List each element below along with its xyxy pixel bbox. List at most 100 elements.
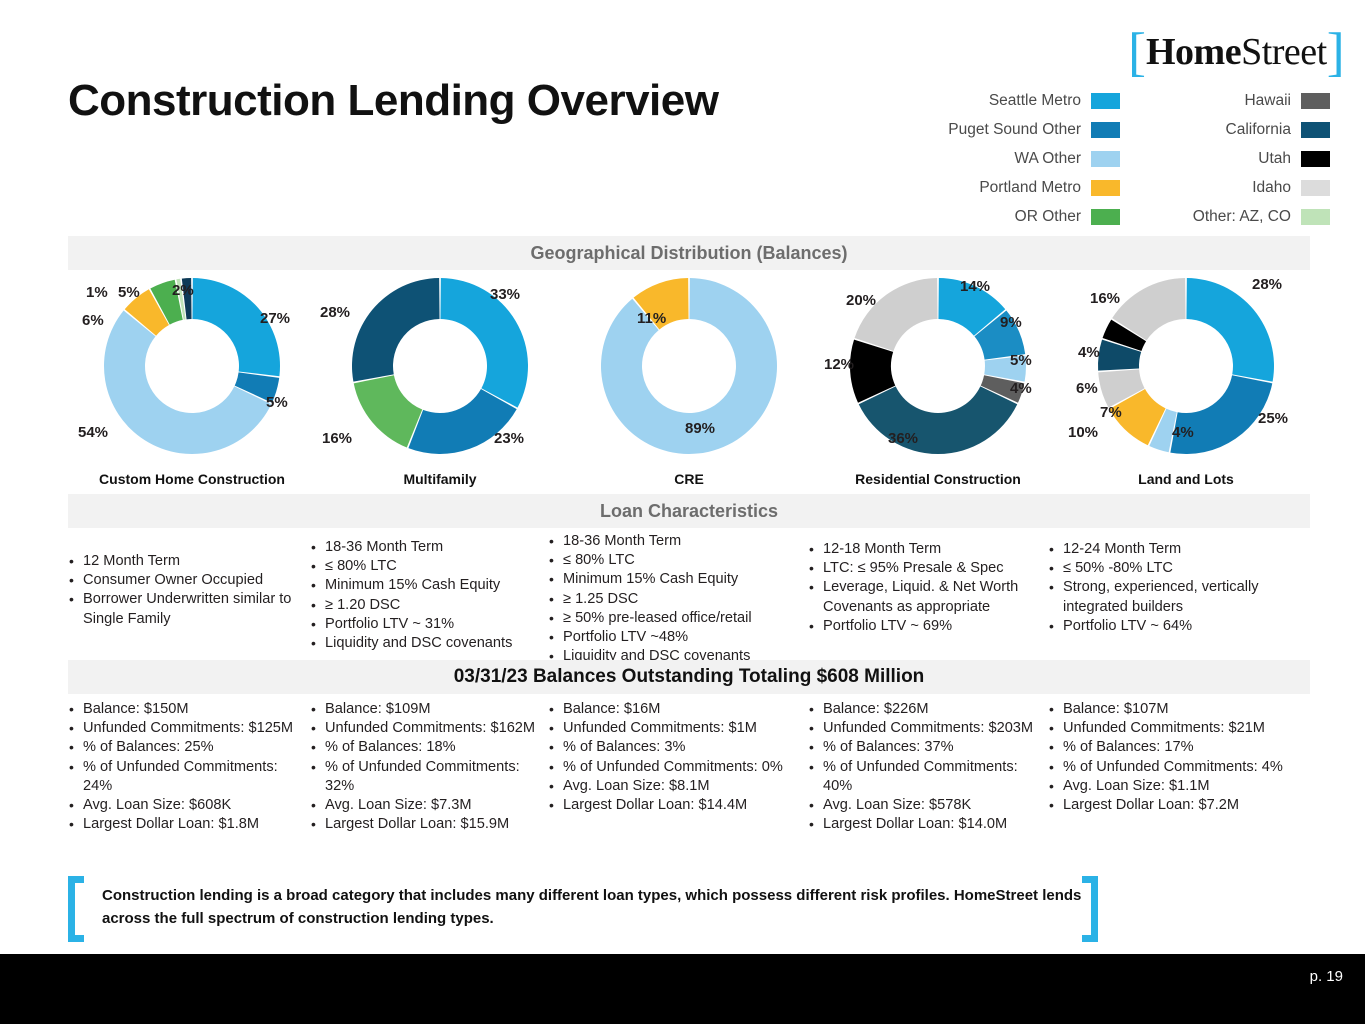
list-item: Leverage, Liquid. & Net Worth Covenants … — [808, 578, 1043, 616]
donut-slice — [1170, 375, 1273, 454]
donut-slice — [854, 278, 938, 352]
legend-column-left: Seattle Metro Puget Sound Other WA Other Po… — [930, 86, 1120, 231]
list-item: Balance: $107M — [1048, 700, 1298, 719]
donut-charts-row: 27% 5% 54% 6% 5% 1% 2% Custom Home Construction… — [68, 272, 1310, 487]
donut-slice — [601, 278, 777, 454]
list-item: % of Balances: 25% — [68, 738, 303, 757]
donut-chart-land-and-lots: 28% 25% 4% 10% 7% 6% 4% 16% Land and Lots — [1062, 272, 1310, 487]
balances-columns: Balance: $150MUnfunded Commitments: $125… — [68, 700, 1310, 860]
page-title: Construction Lending Overview — [68, 76, 719, 125]
donut-slice — [353, 375, 423, 448]
legend-label: Utah — [1258, 149, 1291, 167]
donut-slice — [1112, 278, 1186, 341]
legend-label: Hawaii — [1244, 91, 1291, 109]
list-item: ≥ 1.20 DSC — [310, 596, 545, 615]
donut-slice-label: 54% — [78, 424, 109, 441]
list-item: 12-24 Month Term — [1048, 540, 1298, 559]
logo-bracket-right: ] — [1326, 22, 1345, 82]
donut-slice — [984, 355, 1026, 382]
callout-text: Construction lending is a broad category… — [102, 887, 1082, 927]
donut-slice-label: 33% — [490, 286, 521, 303]
list-item: % of Balances: 17% — [1048, 738, 1298, 757]
donut-chart-cre: 89% 11% CRE — [565, 272, 813, 487]
donut-slice — [850, 339, 896, 403]
legend-item-utah: Utah — [1135, 144, 1330, 173]
callout-box: Construction lending is a broad category… — [68, 876, 1098, 942]
list-item: 12 Month Term — [68, 552, 303, 571]
list-item: ≥ 1.25 DSC — [548, 590, 808, 609]
balance-detail-list: Balance: $16MUnfunded Commitments: $1M% … — [548, 700, 808, 815]
callout-bracket-left — [68, 876, 84, 942]
donut-slice-label: 9% — [1000, 314, 1022, 331]
legend-swatch — [1091, 150, 1120, 167]
donut-slice — [1109, 389, 1166, 446]
legend-item-or-other: OR Other — [930, 202, 1120, 231]
donut-slice — [1149, 408, 1177, 453]
legend-label: California — [1225, 120, 1291, 138]
legend-swatch — [1091, 208, 1120, 225]
donut-slice — [858, 386, 1018, 454]
legend-label: Seattle Metro — [988, 91, 1081, 109]
donut-slice — [104, 310, 272, 454]
donut-slice — [124, 289, 169, 336]
donut-slice-label: 1% — [86, 284, 108, 301]
donut-chart-custom-home-construction: 27% 5% 54% 6% 5% 1% 2% Custom Home Construction — [68, 272, 316, 487]
donut-slice — [181, 278, 192, 320]
loan-characteristic-list: 18-36 Month Term≤ 80% LTCMinimum 15% Cas… — [548, 532, 808, 667]
list-item: % of Unfunded Commitments: 40% — [808, 758, 1043, 796]
list-item: Largest Dollar Loan: $14.4M — [548, 796, 808, 815]
section-title-geographical: Geographical Distribution (Balances) — [530, 242, 848, 263]
donut-graphic — [1096, 276, 1276, 461]
chart-caption: Custom Home Construction — [99, 471, 285, 487]
list-item: Unfunded Commitments: $203M — [808, 719, 1043, 738]
donut-slice — [974, 310, 1026, 360]
list-item: Borrower Underwritten similar to Single … — [68, 590, 303, 628]
chart-caption: CRE — [674, 471, 704, 487]
list-item: Unfunded Commitments: $21M — [1048, 719, 1298, 738]
list-item: Unfunded Commitments: $125M — [68, 719, 303, 738]
donut-slice-label: 7% — [1100, 404, 1122, 421]
list-item: Avg. Loan Size: $608K — [68, 796, 303, 815]
donut-graphic — [599, 276, 779, 461]
logo-home-text: Home — [1145, 31, 1242, 73]
donut-slice — [176, 278, 186, 320]
list-item: Portfolio LTV ~48% — [548, 628, 808, 647]
list-item: % of Unfunded Commitments: 24% — [68, 758, 303, 796]
legend-label: OR Other — [1014, 207, 1081, 225]
donut-slice — [1102, 319, 1147, 352]
list-item: Portfolio LTV ~ 64% — [1048, 617, 1298, 636]
donut-slice — [192, 278, 280, 377]
loan-characteristic-list: 12-24 Month Term≤ 50% -80% LTC Strong, e… — [1048, 540, 1298, 636]
list-item: ≤ 80% LTC — [548, 551, 808, 570]
list-item: ≤ 80% LTC — [310, 557, 545, 576]
balance-detail-list: Balance: $109MUnfunded Commitments: $162… — [310, 700, 545, 835]
legend-swatch — [1301, 208, 1330, 225]
loan-characteristic-column-3: 18-36 Month Term≤ 80% LTCMinimum 15% Cas… — [548, 532, 808, 667]
donut-slice — [408, 389, 517, 454]
balance-detail-column-3: Balance: $16MUnfunded Commitments: $1M% … — [548, 700, 808, 815]
list-item: % of Unfunded Commitments: 0% — [548, 758, 808, 777]
donut-slice-label: 23% — [494, 430, 525, 447]
list-item: 18-36 Month Term — [310, 538, 545, 557]
donut-slice — [938, 278, 1006, 336]
loan-characteristic-list: 12-18 Month TermLTC: ≤ 95% Presale & Spe… — [808, 540, 1043, 636]
chart-caption: Land and Lots — [1138, 471, 1234, 487]
donut-slice-label: 10% — [1068, 424, 1099, 441]
donut-slice-label: 12% — [824, 356, 855, 373]
donut-slice-label: 27% — [260, 310, 291, 327]
loan-characteristic-column-5: 12-24 Month Term≤ 50% -80% LTC Strong, e… — [1048, 540, 1298, 636]
list-item: Avg. Loan Size: $7.3M — [310, 796, 545, 815]
list-item: Balance: $109M — [310, 700, 545, 719]
callout-bracket-right — [1082, 876, 1098, 942]
donut-slice — [1098, 369, 1145, 408]
balance-detail-column-4: Balance: $226MUnfunded Commitments: $203… — [808, 700, 1043, 835]
list-item: Largest Dollar Loan: $7.2M — [1048, 796, 1298, 815]
list-item: Liquidity and DSC covenants — [310, 634, 545, 653]
list-item: Minimum 15% Cash Equity — [310, 576, 545, 595]
legend-item-idaho: Idaho — [1135, 173, 1330, 202]
donut-slice — [980, 375, 1025, 403]
legend-label: Portland Metro — [979, 178, 1081, 196]
loan-characteristic-list: 12 Month TermConsumer Owner OccupiedBorr… — [68, 552, 303, 629]
page-number: p. 19 — [1309, 968, 1343, 985]
